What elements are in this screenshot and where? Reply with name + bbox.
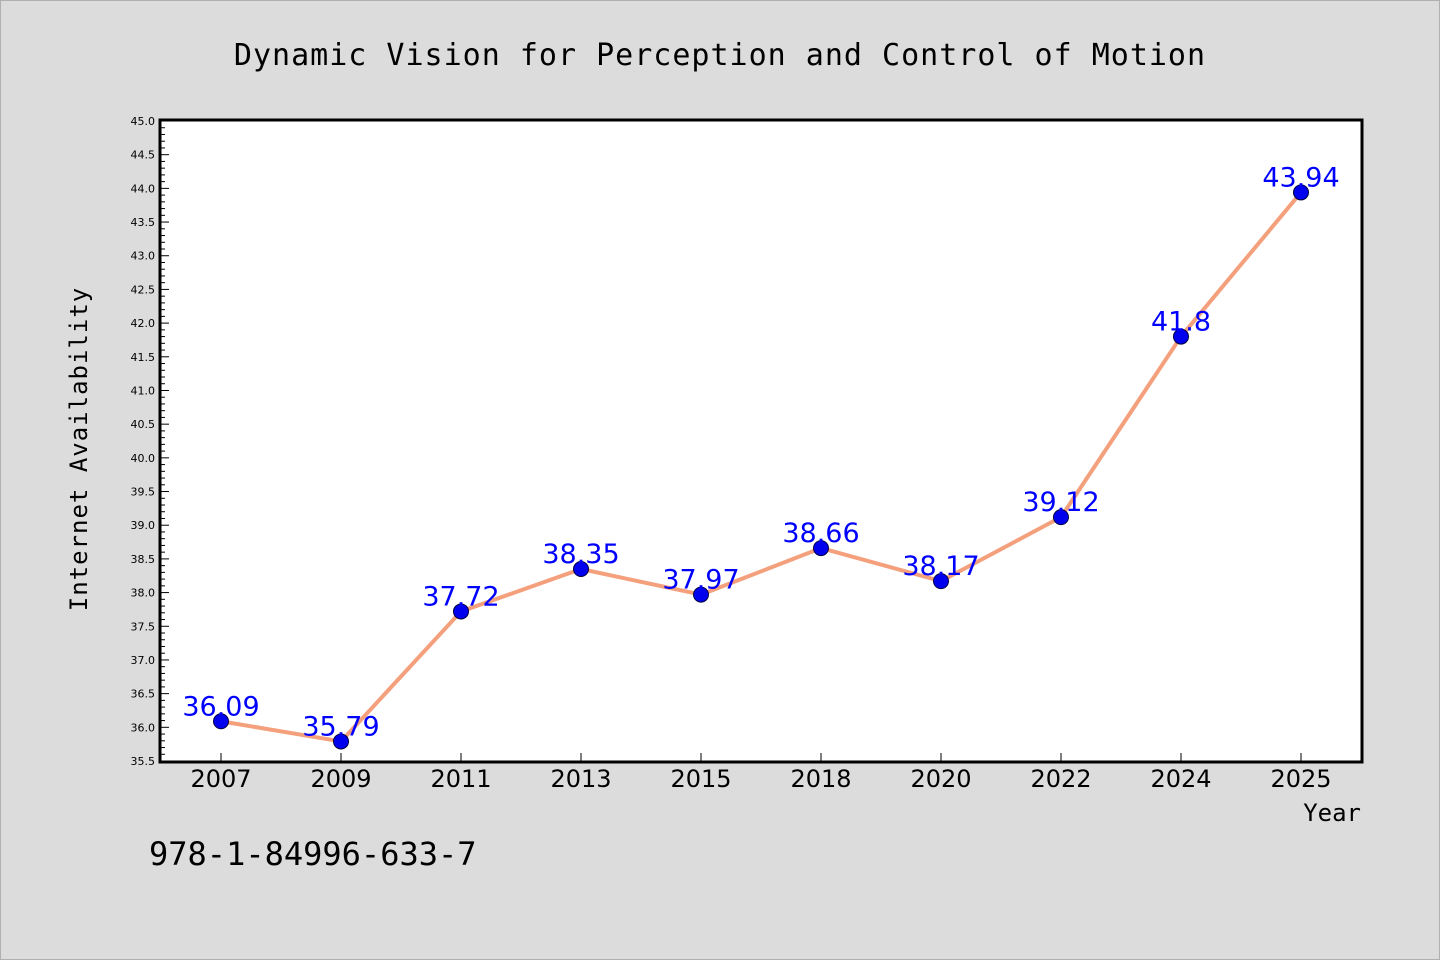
- data-label: 38.35: [542, 539, 619, 570]
- data-label: 38.17: [902, 551, 979, 582]
- y-tick-label: 45.0: [131, 115, 156, 128]
- data-point: [453, 603, 469, 620]
- y-tick-label: 38.0: [131, 587, 156, 600]
- data-point: [1173, 328, 1189, 345]
- data-label: 38.66: [782, 518, 859, 549]
- series-line: [219, 190, 1303, 744]
- data-labels-group: 36.09 35.79 37.72 38.35 37.97 38.66 38.17 39.12…: [182, 162, 1339, 742]
- y-axis: 35.5 36.0 36.5 37.0 37.5 38.0 38.5 39.0 39.5 40.0…: [131, 115, 169, 768]
- data-point: [1293, 184, 1309, 201]
- data-point: [573, 561, 589, 577]
- y-tick-label: 44.5: [131, 149, 156, 162]
- y-axis-label: Internet Availability: [65, 287, 93, 611]
- series-line-group: [213, 184, 1309, 750]
- data-label: 41.8: [1151, 307, 1211, 338]
- y-tick-label: 38.5: [131, 553, 156, 566]
- x-tick-label: 2015: [670, 765, 731, 793]
- y-tick-label: 37.5: [131, 620, 156, 633]
- y-tick-label: 39.0: [131, 519, 156, 532]
- data-point: [213, 713, 229, 730]
- data-point: [813, 540, 829, 557]
- x-tick-label: 2020: [910, 765, 971, 793]
- x-tick-label: 2013: [550, 765, 611, 793]
- y-tick-label: 44.0: [131, 182, 156, 195]
- y-tick-label: 42.5: [131, 283, 156, 296]
- data-point: [1053, 509, 1069, 526]
- y-tick-label: 43.0: [131, 250, 156, 263]
- data-label: 35.79: [302, 711, 379, 742]
- data-point: [333, 733, 349, 750]
- x-tick-label: 2022: [1030, 765, 1091, 793]
- x-axis: 2007 2009 2011 2013 2015 2018 2020 2022 2024 2025: [190, 753, 1332, 793]
- data-label: 43.94: [1262, 162, 1339, 193]
- y-tick-label: 39.5: [131, 486, 156, 499]
- x-tick-label: 2024: [1150, 765, 1211, 793]
- y-tick-label: 41.5: [131, 351, 156, 364]
- x-axis-label: Year: [1303, 799, 1361, 827]
- chart-title: Dynamic Vision for Perception and Contro…: [234, 38, 1206, 73]
- x-tick-label: 2009: [310, 765, 371, 793]
- y-tick-label: 36.5: [131, 688, 156, 701]
- y-tick-label: 43.5: [131, 216, 156, 229]
- data-point: [933, 573, 949, 590]
- y-tick-label: 40.5: [131, 418, 156, 431]
- plot-area: [158, 118, 1364, 764]
- y-tick-label: 41.0: [131, 384, 156, 397]
- y-tick-label: 37.0: [131, 654, 156, 667]
- isbn-footer: 978-1-84996-633-7: [149, 835, 477, 873]
- y-tick-label: 42.0: [131, 317, 156, 330]
- x-tick-label: 2018: [790, 765, 851, 793]
- data-label: 37.97: [662, 565, 739, 596]
- data-label: 39.12: [1022, 487, 1099, 518]
- data-label: 37.72: [422, 581, 499, 612]
- y-tick-label: 36.0: [131, 721, 156, 734]
- x-tick-label: 2011: [430, 765, 491, 793]
- x-tick-label: 2007: [190, 765, 251, 793]
- data-label: 36.09: [182, 691, 259, 722]
- y-tick-label: 35.5: [131, 755, 156, 768]
- y-tick-label: 40.0: [131, 452, 156, 465]
- x-tick-label: 2025: [1270, 765, 1331, 793]
- data-point: [693, 586, 709, 603]
